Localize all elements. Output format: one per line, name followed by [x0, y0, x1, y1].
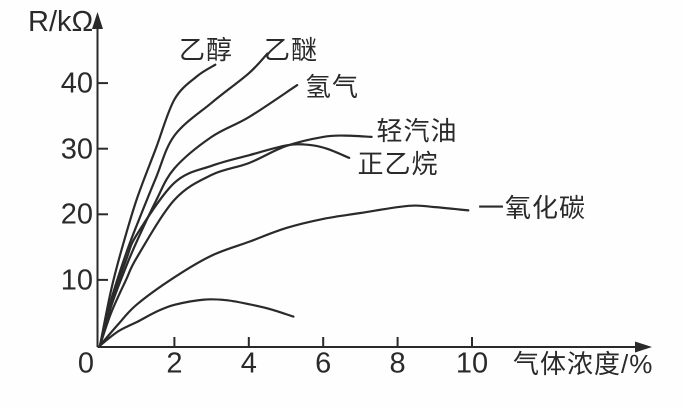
x-axis-arrow-icon — [635, 341, 652, 353]
curve-unlabeled — [98, 298, 295, 347]
series-label-一氧化碳: 一氧化碳 — [477, 193, 587, 223]
x-tick-label: 8 — [389, 347, 406, 380]
series-label-乙醇: 乙醇 — [178, 35, 234, 65]
series-label-正乙烷: 正乙烷 — [357, 149, 439, 179]
origin-tick-label: 0 — [77, 347, 95, 380]
x-tick-label: 2 — [166, 347, 183, 380]
curve-一氧化碳 — [98, 204, 470, 347]
series-label-乙醚: 乙醚 — [263, 35, 319, 65]
x-axis-title: 气体浓度/% — [513, 349, 654, 379]
y-tick-label: 40 — [60, 67, 93, 100]
x-tick-label: 6 — [315, 347, 332, 380]
series-label-轻汽油: 轻汽油 — [376, 116, 458, 146]
y-tick-label: 10 — [60, 264, 93, 297]
x-tick-label: 10 — [455, 347, 489, 380]
y-axis-arrow-icon — [92, 12, 103, 29]
y-tick-label: 20 — [60, 198, 93, 231]
curve-轻汽油 — [98, 134, 373, 347]
y-axis-title: R/kΩ — [28, 6, 94, 38]
curve-乙醚 — [98, 52, 269, 347]
series-label-氢气: 氢气 — [304, 72, 360, 102]
curve-氢气 — [98, 84, 299, 347]
curve-正乙烷 — [98, 143, 351, 347]
y-tick-label: 30 — [60, 133, 93, 166]
curve-乙醇 — [98, 63, 217, 347]
x-tick-label: 4 — [240, 347, 257, 380]
